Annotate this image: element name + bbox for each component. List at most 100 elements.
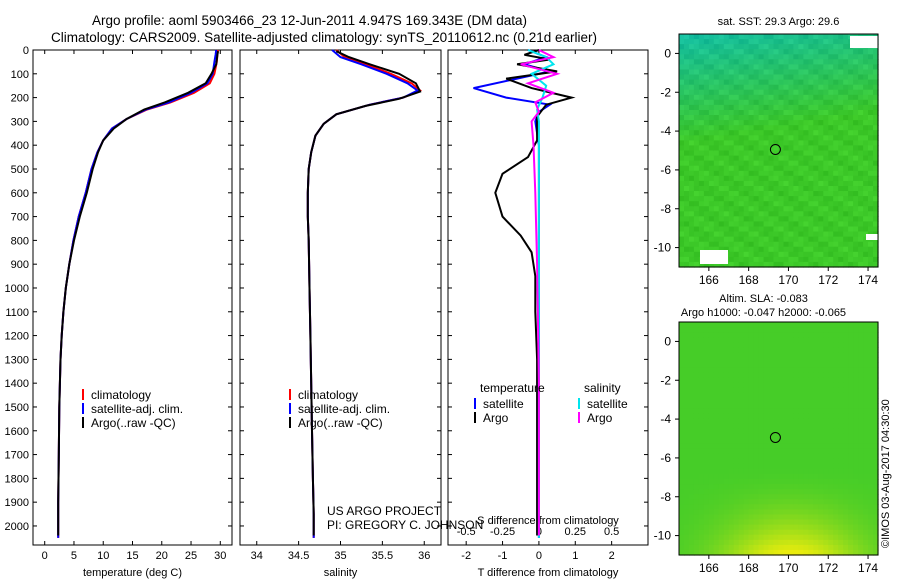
sst_map-x-tick-label: 172 (818, 273, 838, 287)
difference-legend-label: Argo (587, 411, 613, 425)
difference-s-tick-label: 0.25 (565, 526, 586, 538)
difference-legend-title-salinity: salinity (584, 381, 621, 395)
sst-land-mask (700, 250, 728, 264)
sst_map-y-tick-label: 0 (664, 46, 671, 60)
difference-x-tick-label: -1 (498, 550, 508, 562)
difference-s-tick-label: -0.5 (457, 526, 476, 538)
difference-legend-label: satellite (483, 397, 524, 411)
temperature-series-argo-raw-qc (57, 51, 219, 536)
sst_map-title: sat. SST: 29.3 Argo: 29.6 (718, 16, 840, 28)
sst_map-y-tick-label: -6 (660, 163, 671, 177)
difference-series-argo-s (520, 49, 561, 536)
sst_map-field (679, 34, 879, 268)
difference-x-tick-label: -2 (461, 550, 471, 562)
temperature-x-tick-label: 30 (214, 550, 226, 562)
salinity-legend-label: climatology (298, 388, 358, 402)
depth-tick-label: 1900 (5, 497, 29, 509)
salinity-x-tick-label: 34.5 (288, 550, 309, 562)
depth-tick-label: 1600 (5, 426, 29, 438)
difference-legend-label: Argo (483, 411, 509, 425)
depth-tick-label: 1000 (5, 283, 29, 295)
sst_map-y-tick-label: -2 (660, 85, 671, 99)
temperature-x-axis-label: temperature (deg C) (83, 567, 182, 579)
difference-x-axis-label: T difference from climatology (478, 567, 619, 579)
sst_map-y-tick-label: -10 (654, 241, 672, 255)
sla_map-y-tick-label: -4 (660, 412, 671, 426)
difference-legend-title-temperature: temperature (480, 381, 545, 395)
salinity-plot-frame (239, 49, 442, 546)
depth-tick-label: 700 (11, 212, 29, 224)
credit-project: US ARGO PROJECT (327, 504, 442, 518)
salinity-x-tick-label: 35 (334, 550, 346, 562)
depth-tick-label: 1200 (5, 331, 29, 343)
sla_map-y-tick-label: -2 (660, 373, 671, 387)
sla_map-x-tick-label: 166 (699, 561, 719, 575)
sla_map-field (679, 322, 879, 556)
sst_map-y-tick-label: -8 (660, 202, 671, 216)
sla_map-x-tick-label: 172 (818, 561, 838, 575)
depth-tick-label: 500 (11, 164, 29, 176)
depth-tick-label: 2000 (5, 521, 29, 533)
sst_map-x-tick-label: 166 (699, 273, 719, 287)
sla_map-y-tick-label: -8 (660, 490, 671, 504)
depth-tick-label: 1800 (5, 473, 29, 485)
salinity-x-tick-label: 36 (418, 550, 430, 562)
salinity-legend-label: Argo(..raw -QC) (298, 416, 383, 430)
depth-tick-label: 1700 (5, 450, 29, 462)
sla_map-x-tick-label: 174 (858, 561, 878, 575)
difference-legend-label: satellite (587, 397, 628, 411)
sla_map-title: Altim. SLA: -0.083 (719, 293, 808, 305)
sst-land-mask (866, 234, 878, 240)
difference-x-tick-label: 2 (609, 550, 615, 562)
temperature-x-tick-label: 15 (126, 550, 138, 562)
sst_map-y-tick-label: -4 (660, 124, 671, 138)
temperature-series-satellite-adj-clim (57, 49, 218, 538)
depth-tick-label: 600 (11, 188, 29, 200)
temperature-plot-frame (32, 49, 233, 546)
difference-s-tick-label: -0.25 (490, 526, 515, 538)
sst_map-x-tick-label: 168 (739, 273, 759, 287)
temperature-x-tick-label: 5 (71, 550, 77, 562)
difference-s-tick-label: 0.5 (604, 526, 619, 538)
depth-tick-label: 400 (11, 140, 29, 152)
difference-series-argo-t (494, 49, 576, 536)
salinity-x-tick-label: 34 (251, 550, 263, 562)
sst_map-x-tick-label: 174 (858, 273, 878, 287)
salinity-legend-label: satellite-adj. clim. (298, 402, 390, 416)
salinity-x-axis-label: salinity (324, 567, 358, 579)
sla_map-y-tick-label: 0 (664, 334, 671, 348)
depth-tick-label: 200 (11, 93, 29, 105)
difference-s-axis-label: S difference from climatology (477, 515, 619, 527)
sla_map-y-tick-label: -10 (654, 529, 672, 543)
temperature-x-tick-label: 25 (185, 550, 197, 562)
figure-title-line1: Argo profile: aoml 5903466_23 12-Jun-201… (92, 13, 528, 28)
temperature-legend-label: Argo(..raw -QC) (91, 416, 176, 430)
depth-tick-label: 1300 (5, 354, 29, 366)
sst_map-argo-position-marker (769, 144, 781, 155)
depth-tick-label: 100 (11, 69, 29, 81)
depth-tick-label: 300 (11, 116, 29, 128)
depth-tick-label: 900 (11, 259, 29, 271)
depth-tick-label: 1100 (5, 307, 29, 319)
salinity-x-tick-label: 35.5 (372, 550, 393, 562)
depth-tick-label: 800 (11, 235, 29, 247)
difference-plot-frame (447, 49, 649, 546)
temperature-series-climatology (57, 49, 219, 538)
credit-pi: PI: GREGORY C. JOHNSON (327, 518, 483, 532)
difference-x-tick-label: 0 (536, 550, 542, 562)
difference-series-satellite-s (527, 49, 556, 538)
sla_map-y-tick-label: -6 (660, 451, 671, 465)
sla_map-argo-position-marker (769, 432, 781, 443)
salinity-series-argo-raw-qc (306, 50, 422, 536)
temperature-x-tick-label: 0 (42, 550, 48, 562)
difference-x-tick-label: 1 (572, 550, 578, 562)
temperature-legend-label: climatology (91, 388, 151, 402)
temperature-x-tick-label: 10 (97, 550, 109, 562)
sla_map-frame (678, 321, 879, 556)
sst_map-x-tick-label: 170 (778, 273, 798, 287)
sla_map-x-tick-label: 168 (739, 561, 759, 575)
sst-land-mask (850, 36, 878, 48)
sla_map-subtitle: Argo h1000: -0.047 h2000: -0.065 (681, 307, 846, 319)
depth-tick-label: 1500 (5, 402, 29, 414)
